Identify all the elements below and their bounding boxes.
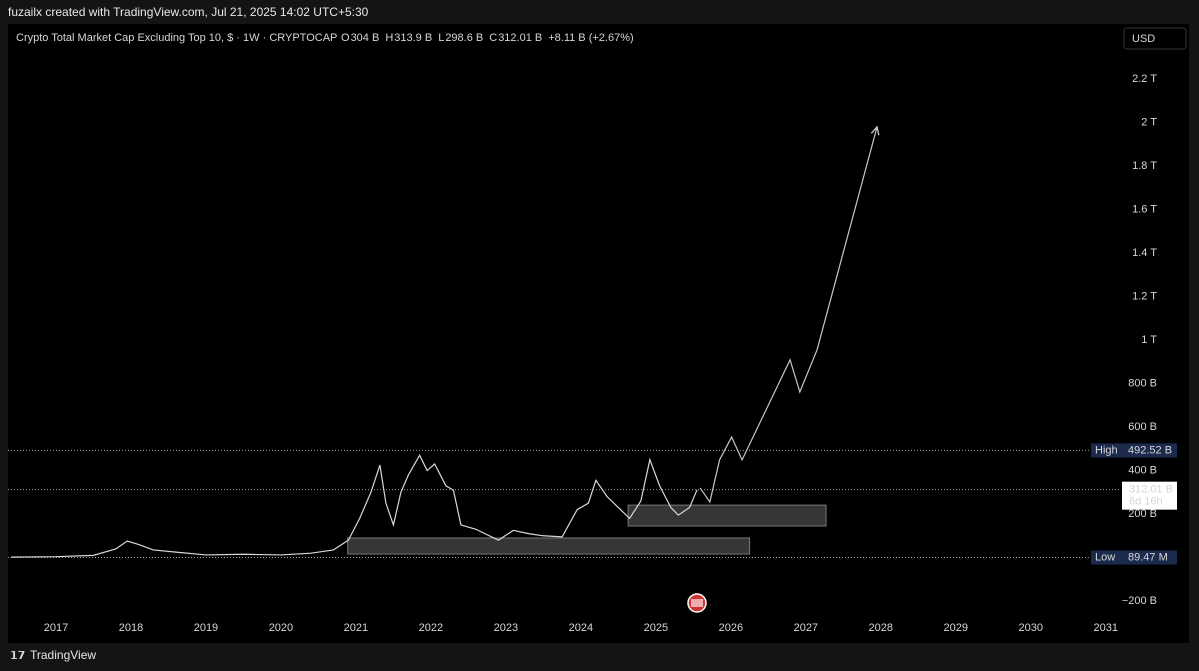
x-tick-label: 2017: [44, 622, 68, 634]
y-tick-label: 1.6 T: [1132, 203, 1157, 215]
ohlc-close: 312.01 B: [498, 32, 542, 44]
y-tick-label: 1.4 T: [1132, 247, 1157, 259]
ohlc-high-label: H: [385, 32, 393, 44]
level-name: Low: [1095, 551, 1115, 563]
level-name: High: [1095, 444, 1118, 456]
projection-line: [699, 127, 877, 504]
level-name-box: [1091, 550, 1122, 565]
x-tick-label: 2026: [719, 622, 743, 634]
x-tick-label: 2025: [644, 622, 668, 634]
last-price-label: 312.01 B: [1129, 484, 1173, 496]
level-value-box: [1122, 443, 1177, 458]
x-tick-label: 2029: [944, 622, 968, 634]
y-tick-label: 200 B: [1128, 508, 1157, 520]
x-tick-label: 2031: [1094, 622, 1118, 634]
y-tick-label: 400 B: [1128, 464, 1157, 476]
ohlc-open-label: O: [341, 32, 350, 44]
currency[interactable]: USD: [1132, 33, 1155, 45]
level-value: 492.52 B: [1128, 444, 1172, 456]
ohlc-open: 304 B: [351, 32, 380, 44]
x-tick-label: 2021: [344, 622, 368, 634]
y-tick-label: 2.2 T: [1132, 73, 1157, 85]
chart-panel: [8, 24, 1189, 643]
x-tick-label: 2028: [869, 622, 893, 634]
price-line: [10, 454, 698, 558]
x-tick-label: 2027: [794, 622, 818, 634]
zone: [347, 537, 751, 555]
x-tick-label: 2023: [494, 622, 518, 634]
last-price-box: [1122, 481, 1177, 510]
y-tick-label: 800 B: [1128, 377, 1157, 389]
ohlc-legend: O 304 B H 313.9 B L 298.6 B C 312.01 B +8.11 B (…: [341, 32, 634, 44]
countdown-label: 6d 16h: [1129, 496, 1163, 508]
logo: 𝟭𝟳: [10, 650, 25, 662]
x-tick-label: 2019: [194, 622, 218, 634]
y-tick-label: −200 B: [1122, 595, 1157, 607]
zone: [627, 504, 827, 527]
x-tick-label: 2020: [269, 622, 293, 634]
y-tick-label: 1.8 T: [1132, 160, 1157, 172]
y-tick-label: 1 T: [1141, 334, 1157, 346]
brand: TradingView: [30, 648, 96, 662]
chart-title: Crypto Total Market Cap Excluding Top 10…: [16, 32, 337, 44]
x-tick-label: 2018: [119, 622, 143, 634]
ohlc-low-label: L: [438, 32, 444, 44]
x-tick-label: 2022: [419, 622, 443, 634]
y-tick-label: 1.2 T: [1132, 290, 1157, 302]
level-value-box: [1122, 550, 1177, 565]
currency-button[interactable]: [1123, 27, 1187, 50]
ohlc-close-label: C: [489, 32, 497, 44]
y-tick-label: 600 B: [1128, 421, 1157, 433]
y-tick-label: 2 T: [1141, 116, 1157, 128]
ohlc-change: +8.11 B (+2.67%): [548, 32, 633, 44]
x-tick-label: 2024: [569, 622, 593, 634]
level-name-box: [1091, 443, 1122, 458]
ohlc-low: 298.6 B: [445, 32, 483, 44]
credit: fuzailx created with TradingView.com, Ju…: [8, 5, 369, 19]
flag: [691, 599, 703, 607]
level-value: 89.47 M: [1128, 551, 1168, 563]
ohlc-high: 313.9 B: [394, 32, 432, 44]
x-tick-label: 2030: [1019, 622, 1043, 634]
